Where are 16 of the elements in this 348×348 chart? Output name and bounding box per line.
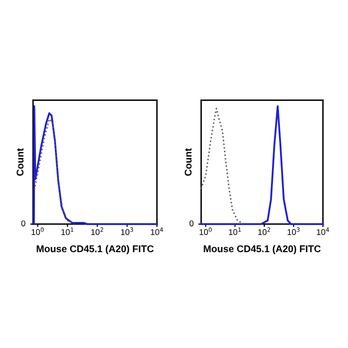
y-axis-title: Count <box>184 148 192 176</box>
x-tick-label: 10$^{3}$ <box>121 227 134 236</box>
x-tick-label: 10$^{4}$ <box>316 228 330 236</box>
x-axis-title: Mouse CD45.1 (A20) FITC <box>204 245 321 254</box>
x-tick-label: 10$^{2}$ <box>91 227 104 236</box>
x-tick-label: 10$^{1}$ <box>228 228 241 236</box>
x-tick-label: 10$^{3}$ <box>288 227 300 236</box>
text: 0 <box>190 220 194 226</box>
text: 0 <box>21 220 26 226</box>
x-tick-label: 10$^{4}$ <box>150 228 164 236</box>
y-axis-title: Count <box>16 148 24 176</box>
x-tick-label: 10$^{0}$ <box>32 227 44 236</box>
x-tick-label: 10$^{0}$ <box>200 227 212 236</box>
x-tick-label: 10$^{1}$ <box>61 228 74 236</box>
x-tick-label: 10$^{2}$ <box>258 227 270 236</box>
x-axis-title: Mouse CD45.1 (A20) FITC <box>36 245 154 254</box>
